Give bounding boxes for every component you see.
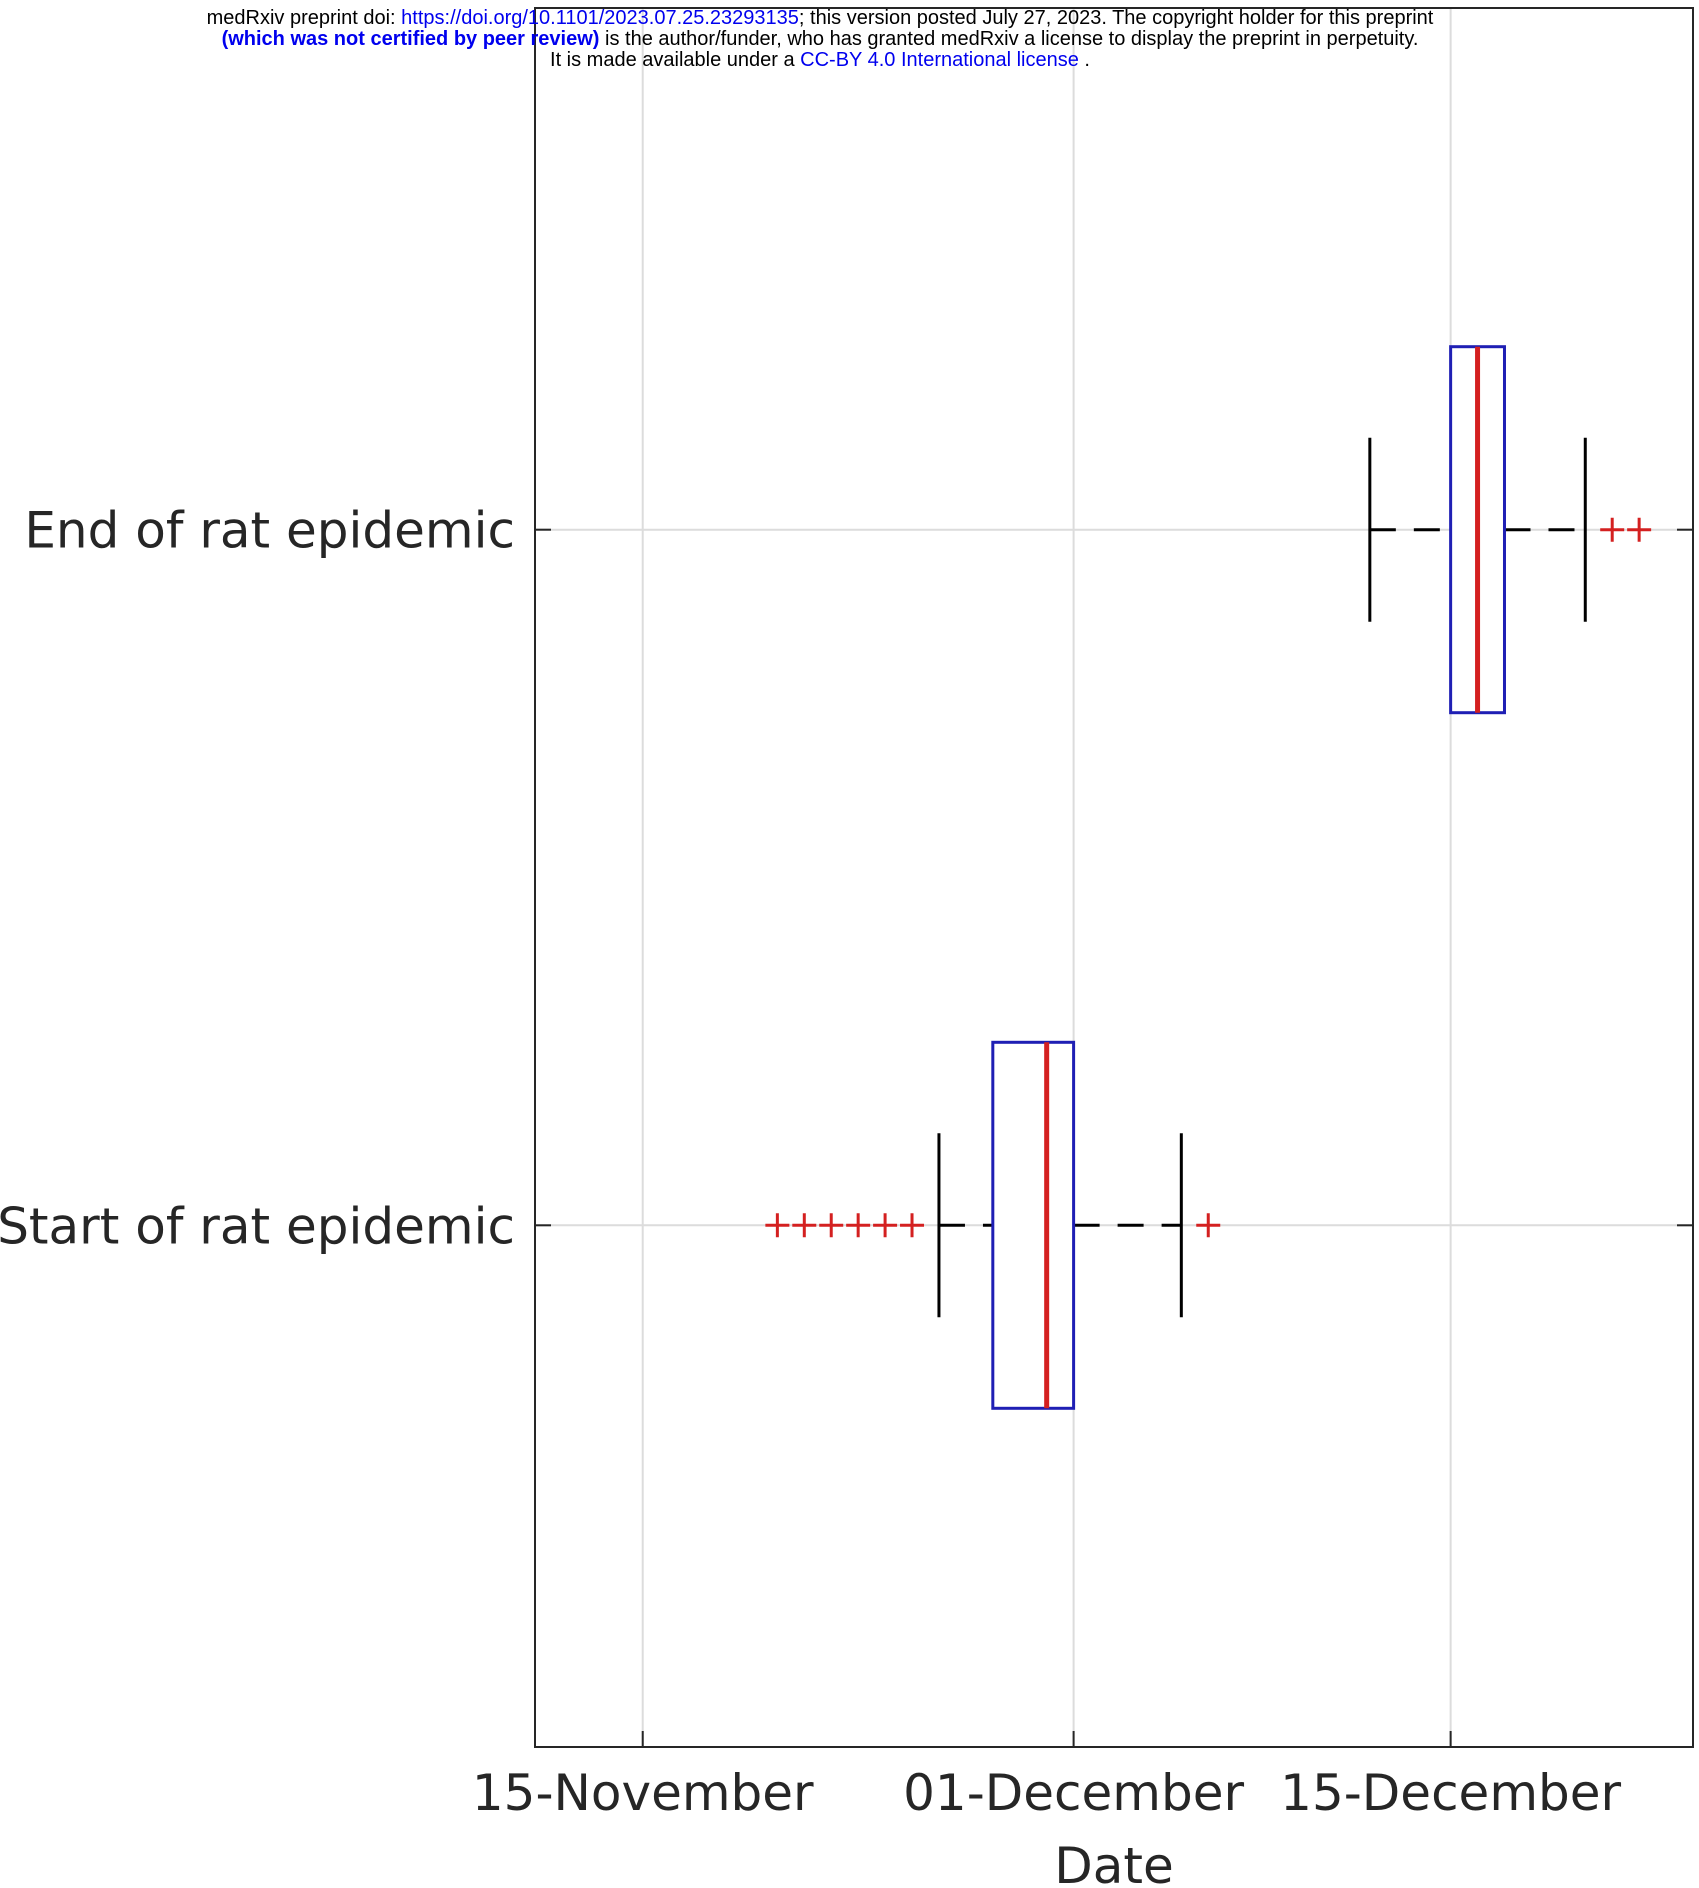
header-line-3: It is made available under a CC-BY 4.0 I… <box>0 50 1640 71</box>
doi-link[interactable]: https://doi.org/10.1101/2023.07.25.23293… <box>401 7 799 29</box>
outlier-marker <box>1600 517 1625 542</box>
outlier-marker <box>765 1213 790 1238</box>
header-license-text: is the author/funder, who has granted me… <box>599 28 1419 50</box>
peer-review-note[interactable]: (which was not certified by peer review) <box>221 28 600 50</box>
iqr-box <box>991 1040 1076 1410</box>
x-tick-label: 01-December <box>903 1764 1244 1822</box>
header-line-1: medRxiv preprint doi: https://doi.org/10… <box>0 8 1640 29</box>
outlier-marker <box>900 1213 925 1238</box>
header-line-2: (which was not certified by peer review)… <box>0 29 1640 50</box>
header-prefix: medRxiv preprint doi: <box>206 7 402 29</box>
header-period: . <box>1078 49 1090 71</box>
outlier-marker <box>1627 517 1652 542</box>
category-label: Start of rat epidemic <box>0 1197 515 1255</box>
x-axis-title: Date <box>1054 1837 1174 1888</box>
outlier-marker <box>1196 1213 1221 1238</box>
header-available-text: It is made available under a <box>550 49 801 71</box>
x-tick-label: 15-December <box>1280 1764 1621 1822</box>
outlier-marker <box>846 1213 871 1238</box>
x-tick-label: 15-November <box>472 1764 814 1822</box>
label-layer: 15-November 01-December 15-December Start o… <box>0 502 1622 1822</box>
preprint-header: medRxiv preprint doi: https://doi.org/10… <box>0 8 1640 71</box>
category-label: End of rat epidemic <box>24 502 515 560</box>
axes-frame <box>534 7 1694 1748</box>
grid-layer <box>535 8 1693 1747</box>
header-posted-text: ; this version posted July 27, 2023. The… <box>798 7 1434 29</box>
tick-layer <box>535 528 1693 1747</box>
license-link[interactable]: CC-BY 4.0 International license <box>800 49 1079 71</box>
outlier-marker <box>819 1213 844 1238</box>
box-group <box>1368 345 1652 715</box>
outlier-marker <box>792 1213 817 1238</box>
outlier-marker <box>873 1213 898 1238</box>
box-layer <box>765 345 1652 1410</box>
box-group <box>765 1040 1221 1410</box>
